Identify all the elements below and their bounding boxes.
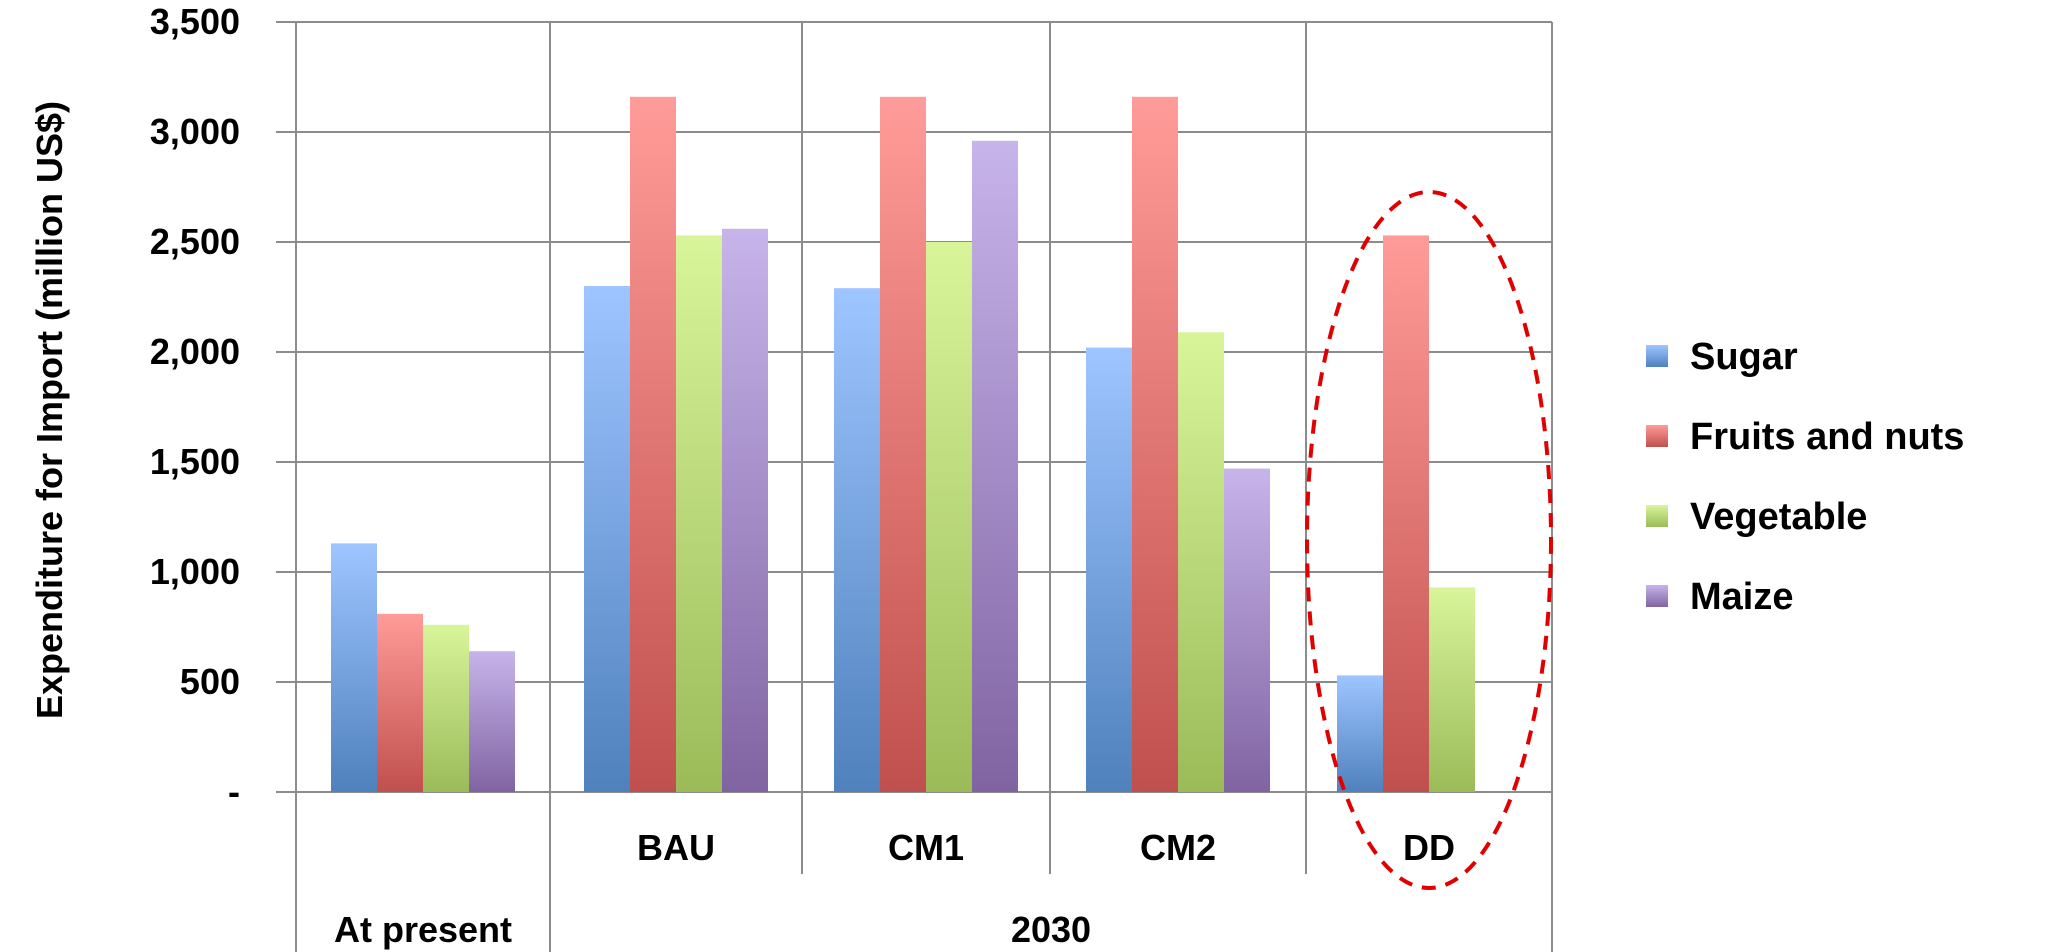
legend-swatch	[1646, 425, 1668, 447]
bar-fruits-and-nuts-cm2	[1132, 96, 1178, 793]
bar-vegetable-cm1	[926, 242, 972, 792]
legend: Sugar Fruits and nuts Vegetable Maize	[1646, 336, 1964, 618]
y-tick-labels: - 500 1,000 1,500 2,000 2,500 3,000 3,500	[150, 1, 240, 812]
bar-fruits-and-nuts-at-present	[377, 613, 423, 792]
x-category-labels: BAU CM1 CM2 DD At present 2030	[334, 827, 1455, 950]
bar-maize-cm2	[1224, 468, 1270, 792]
x-category-label: DD	[1403, 827, 1455, 868]
bar-maize-bau	[722, 228, 768, 793]
bar-vegetable-at-present	[423, 624, 469, 792]
y-tick-label: 3,000	[150, 111, 240, 152]
x-group-label: At present	[334, 909, 512, 950]
x-group-label: 2030	[1011, 909, 1091, 950]
bar-vegetable-bau	[676, 235, 722, 792]
y-tick-label: 2,000	[150, 331, 240, 372]
y-axis-title: Expenditure for Import (million US$)	[29, 101, 70, 719]
bar-vegetable-dd	[1429, 587, 1475, 792]
bar-maize-at-present	[469, 651, 515, 792]
legend-label: Maize	[1690, 576, 1793, 618]
legend-label: Fruits and nuts	[1690, 416, 1964, 458]
y-tick-label: 3,500	[150, 1, 240, 42]
y-tick-label: -	[228, 771, 240, 812]
bar-fruits-and-nuts-dd	[1383, 235, 1429, 792]
legend-swatch	[1646, 345, 1668, 367]
bar-vegetable-cm2	[1178, 332, 1224, 792]
y-tick-label: 500	[180, 661, 240, 702]
legend-swatch	[1646, 505, 1668, 527]
x-category-label: CM2	[1140, 827, 1216, 868]
legend-swatch	[1646, 585, 1668, 607]
y-tick-label: 1,500	[150, 441, 240, 482]
bar-sugar-cm2	[1086, 347, 1132, 792]
dd-highlight-ellipse	[1305, 190, 1553, 890]
annotation	[1305, 190, 1553, 890]
y-tick-label: 2,500	[150, 221, 240, 262]
y-tick-label: 1,000	[150, 551, 240, 592]
bar-sugar-at-present	[331, 543, 377, 792]
bar-sugar-dd	[1337, 675, 1383, 792]
bar-fruits-and-nuts-cm1	[880, 96, 926, 793]
bar-sugar-bau	[584, 286, 630, 792]
bar-sugar-cm1	[834, 288, 880, 792]
x-category-label: BAU	[637, 827, 715, 868]
bar-fruits-and-nuts-bau	[630, 96, 676, 793]
x-category-label: CM1	[888, 827, 964, 868]
bar-maize-cm1	[972, 140, 1018, 793]
legend-label: Sugar	[1690, 336, 1798, 378]
bars	[331, 96, 1475, 793]
legend-label: Vegetable	[1690, 496, 1867, 538]
